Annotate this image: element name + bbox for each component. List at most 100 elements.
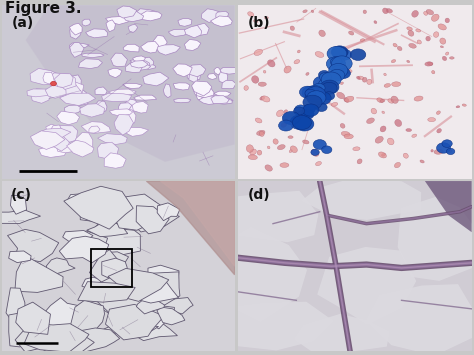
Ellipse shape (313, 83, 325, 93)
Polygon shape (71, 300, 104, 334)
Ellipse shape (393, 43, 397, 47)
Ellipse shape (293, 107, 305, 115)
Ellipse shape (437, 111, 440, 114)
Polygon shape (94, 216, 138, 232)
Ellipse shape (51, 81, 56, 86)
Polygon shape (123, 83, 142, 89)
Polygon shape (220, 67, 241, 74)
Polygon shape (143, 72, 169, 86)
Ellipse shape (277, 144, 285, 150)
Ellipse shape (327, 46, 347, 61)
Ellipse shape (311, 149, 319, 155)
Text: (d): (d) (247, 188, 270, 202)
Polygon shape (98, 142, 118, 158)
Ellipse shape (295, 117, 314, 131)
Polygon shape (64, 186, 133, 229)
Polygon shape (136, 206, 169, 234)
Polygon shape (0, 210, 41, 223)
Polygon shape (103, 323, 159, 334)
Polygon shape (106, 304, 164, 340)
Ellipse shape (440, 46, 444, 48)
Polygon shape (199, 88, 210, 98)
Polygon shape (132, 272, 180, 307)
Ellipse shape (331, 56, 352, 71)
Polygon shape (133, 65, 151, 70)
Polygon shape (50, 125, 62, 136)
Ellipse shape (392, 82, 401, 87)
Polygon shape (140, 60, 149, 67)
Polygon shape (101, 194, 169, 230)
Polygon shape (157, 307, 185, 325)
Polygon shape (108, 68, 122, 78)
Polygon shape (136, 9, 157, 18)
Polygon shape (59, 84, 82, 100)
Ellipse shape (284, 110, 288, 113)
Ellipse shape (375, 136, 383, 143)
Polygon shape (155, 297, 193, 314)
Text: (c): (c) (10, 188, 31, 202)
Ellipse shape (329, 69, 345, 81)
Polygon shape (87, 220, 128, 237)
Ellipse shape (363, 10, 366, 13)
Polygon shape (218, 227, 307, 322)
Polygon shape (70, 43, 84, 58)
Polygon shape (184, 25, 202, 38)
Polygon shape (173, 98, 191, 103)
Ellipse shape (321, 73, 333, 82)
Ellipse shape (406, 129, 411, 132)
Polygon shape (123, 11, 144, 22)
Polygon shape (196, 93, 214, 101)
Polygon shape (189, 72, 198, 82)
Ellipse shape (442, 140, 452, 147)
Polygon shape (73, 328, 120, 353)
Polygon shape (133, 292, 175, 329)
Polygon shape (142, 64, 156, 69)
Polygon shape (130, 61, 148, 68)
Polygon shape (64, 105, 82, 114)
Ellipse shape (345, 70, 352, 73)
Ellipse shape (412, 134, 417, 137)
Polygon shape (54, 81, 84, 96)
Ellipse shape (446, 52, 449, 55)
Polygon shape (80, 204, 137, 223)
Polygon shape (398, 197, 474, 281)
Polygon shape (46, 258, 75, 274)
Polygon shape (141, 42, 158, 53)
Ellipse shape (426, 36, 430, 41)
Polygon shape (102, 258, 128, 280)
Ellipse shape (264, 70, 266, 73)
Ellipse shape (311, 149, 319, 156)
Bar (91, 249, 132, 287)
Ellipse shape (360, 39, 365, 41)
Ellipse shape (318, 78, 336, 92)
Polygon shape (101, 93, 132, 102)
Ellipse shape (380, 99, 385, 102)
Ellipse shape (353, 147, 360, 151)
Polygon shape (39, 128, 71, 140)
Ellipse shape (340, 124, 345, 128)
Polygon shape (38, 147, 67, 158)
Polygon shape (209, 302, 333, 350)
Polygon shape (214, 67, 221, 75)
Ellipse shape (363, 77, 367, 82)
Polygon shape (35, 330, 94, 355)
Polygon shape (128, 24, 137, 33)
Polygon shape (129, 277, 179, 303)
Ellipse shape (337, 49, 352, 60)
Ellipse shape (388, 99, 394, 103)
Polygon shape (30, 69, 58, 85)
Polygon shape (188, 65, 206, 77)
Polygon shape (98, 134, 128, 144)
Polygon shape (80, 104, 105, 117)
Polygon shape (63, 230, 93, 242)
Polygon shape (208, 73, 216, 80)
Polygon shape (95, 252, 128, 269)
Ellipse shape (321, 72, 341, 87)
Ellipse shape (350, 49, 366, 60)
Polygon shape (40, 298, 82, 333)
Ellipse shape (425, 62, 433, 66)
Ellipse shape (290, 146, 297, 153)
Ellipse shape (456, 106, 460, 108)
Ellipse shape (261, 96, 270, 102)
Ellipse shape (386, 9, 392, 13)
